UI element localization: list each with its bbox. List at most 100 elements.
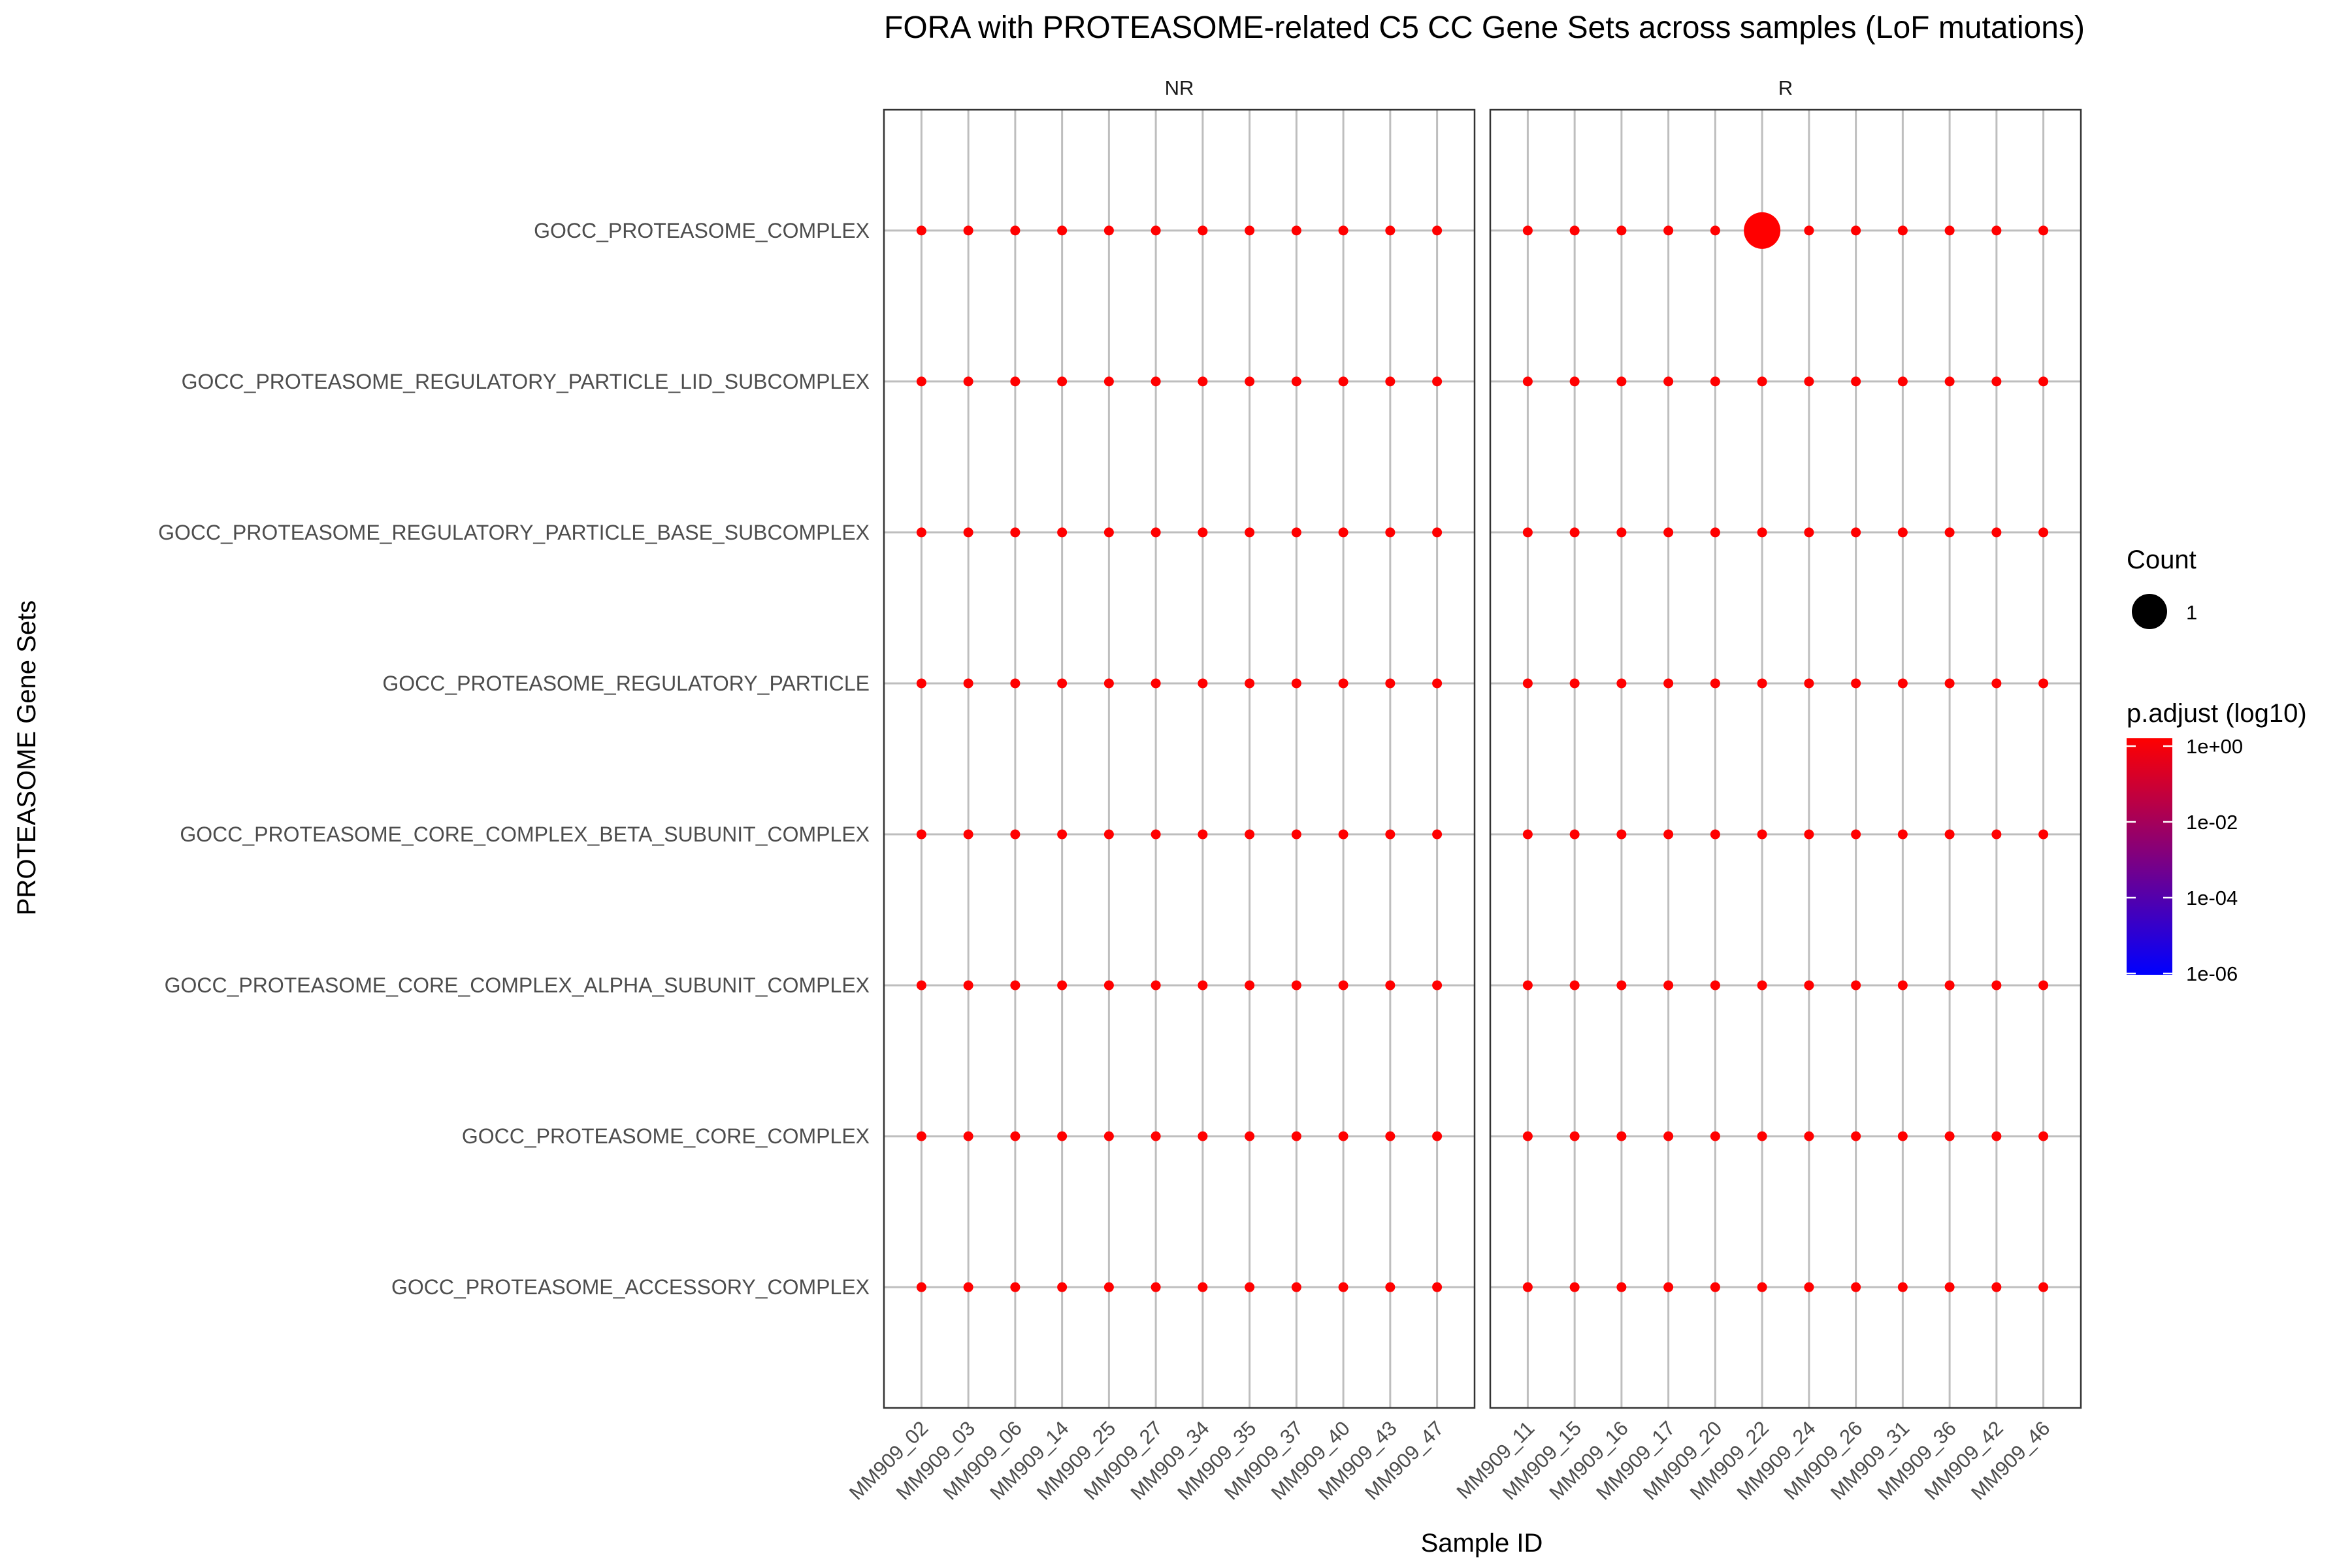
- data-point: [916, 1282, 926, 1292]
- data-point: [1010, 678, 1021, 689]
- data-point: [1338, 980, 1348, 990]
- data-point: [1569, 376, 1580, 387]
- data-point: [1385, 376, 1396, 387]
- data-point: [1897, 1282, 1908, 1292]
- data-point: [1757, 980, 1767, 990]
- data-point: [1944, 225, 1955, 236]
- y-tick-label: GOCC_PROTEASOME_CORE_COMPLEX_ALPHA_SUBUN…: [165, 973, 870, 997]
- data-point: [1991, 225, 2002, 236]
- data-point: [1385, 980, 1396, 990]
- data-point: [1291, 980, 1301, 990]
- data-point: [2038, 1131, 2049, 1141]
- data-point: [1291, 376, 1301, 387]
- data-point: [1432, 1282, 1443, 1292]
- data-point: [1757, 678, 1767, 689]
- data-point: [1744, 212, 1781, 249]
- data-point: [1385, 527, 1396, 538]
- data-point: [1616, 527, 1627, 538]
- data-point: [1991, 980, 2002, 990]
- data-point: [1897, 980, 1908, 990]
- data-point: [1385, 1131, 1396, 1141]
- data-point: [1151, 980, 1161, 990]
- data-point: [1569, 980, 1580, 990]
- data-point: [1432, 678, 1443, 689]
- data-point: [1151, 376, 1161, 387]
- data-point: [1291, 678, 1301, 689]
- data-point: [1851, 829, 1861, 840]
- data-point: [1338, 527, 1348, 538]
- data-point: [1198, 527, 1208, 538]
- data-point: [1103, 527, 1114, 538]
- data-point: [1710, 980, 1720, 990]
- data-point: [1991, 1282, 2002, 1292]
- data-point: [916, 1131, 926, 1141]
- facet-strip-label: NR: [1165, 76, 1194, 99]
- data-point: [1010, 527, 1021, 538]
- data-point: [1710, 376, 1720, 387]
- data-point: [1897, 829, 1908, 840]
- data-point: [2038, 225, 2049, 236]
- y-tick-label: GOCC_PROTEASOME_CORE_COMPLEX_BETA_SUBUNI…: [180, 823, 870, 846]
- data-point: [1710, 829, 1720, 840]
- data-point: [1851, 678, 1861, 689]
- data-point: [2038, 980, 2049, 990]
- data-point: [1245, 527, 1255, 538]
- data-point: [2038, 678, 2049, 689]
- data-point: [1804, 980, 1814, 990]
- data-point: [1522, 829, 1533, 840]
- data-point: [1103, 678, 1114, 689]
- data-point: [1663, 527, 1674, 538]
- data-point: [1569, 678, 1580, 689]
- data-point: [1245, 1282, 1255, 1292]
- data-point: [1710, 1131, 1720, 1141]
- y-tick-label: GOCC_PROTEASOME_REGULATORY_PARTICLE_LID_…: [182, 370, 870, 393]
- data-point: [1010, 1282, 1021, 1292]
- data-point: [2038, 376, 2049, 387]
- data-point: [1616, 678, 1627, 689]
- data-point: [1569, 527, 1580, 538]
- data-point: [1522, 1282, 1533, 1292]
- data-point: [963, 1131, 973, 1141]
- data-point: [1991, 376, 2002, 387]
- panel-border: [1489, 108, 2082, 1409]
- data-point: [1851, 980, 1861, 990]
- colorbar-label: 1e-04: [2186, 887, 2238, 909]
- data-point: [1851, 376, 1861, 387]
- data-point: [1944, 1282, 1955, 1292]
- data-point: [1616, 829, 1627, 840]
- data-point: [1385, 678, 1396, 689]
- data-point: [1944, 1131, 1955, 1141]
- data-point: [1522, 980, 1533, 990]
- data-point: [963, 527, 973, 538]
- data-point: [1057, 376, 1068, 387]
- data-point: [1569, 1131, 1580, 1141]
- data-point: [2038, 1282, 2049, 1292]
- data-point: [1010, 225, 1021, 236]
- facet-strip-label: R: [1778, 76, 1793, 99]
- data-point: [1522, 1131, 1533, 1141]
- data-point: [1757, 376, 1767, 387]
- data-point: [1851, 527, 1861, 538]
- data-point: [1522, 225, 1533, 236]
- data-point: [1245, 376, 1255, 387]
- data-point: [1057, 980, 1068, 990]
- data-point: [1710, 1282, 1720, 1292]
- data-point: [1151, 829, 1161, 840]
- panel-r: RMM909_11MM909_15MM909_16MM909_17MM909_2…: [1452, 76, 2082, 1505]
- data-point: [1338, 678, 1348, 689]
- data-point: [1010, 1131, 1021, 1141]
- y-tick-label: GOCC_PROTEASOME_REGULATORY_PARTICLE: [382, 672, 870, 695]
- data-point: [1338, 1131, 1348, 1141]
- data-point: [1198, 225, 1208, 236]
- data-point: [1103, 1131, 1114, 1141]
- data-point: [1663, 980, 1674, 990]
- x-axis-title: Sample ID: [1421, 1529, 1543, 1558]
- data-point: [963, 829, 973, 840]
- data-point: [916, 225, 926, 236]
- data-point: [1710, 678, 1720, 689]
- data-point: [1338, 1282, 1348, 1292]
- data-point: [1616, 980, 1627, 990]
- data-point: [916, 829, 926, 840]
- data-point: [916, 376, 926, 387]
